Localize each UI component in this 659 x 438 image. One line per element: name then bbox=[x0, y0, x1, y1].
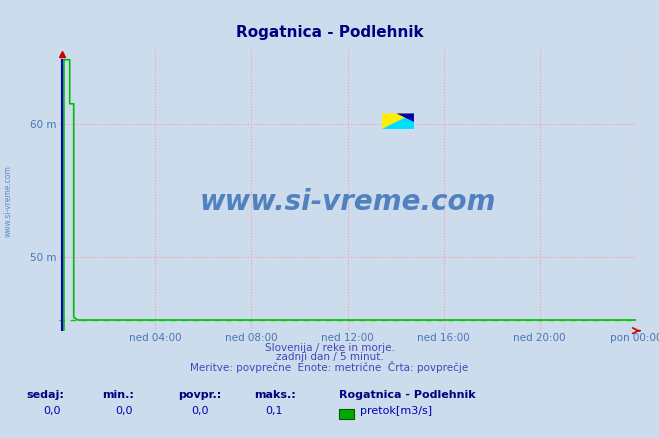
Text: www.si-vreme.com: www.si-vreme.com bbox=[200, 188, 496, 216]
Polygon shape bbox=[382, 113, 414, 129]
Text: Rogatnica - Podlehnik: Rogatnica - Podlehnik bbox=[236, 25, 423, 40]
Text: 0,0: 0,0 bbox=[43, 406, 61, 416]
Text: 0,1: 0,1 bbox=[266, 406, 283, 416]
Text: Meritve: povprečne  Enote: metrične  Črta: povprečje: Meritve: povprečne Enote: metrične Črta:… bbox=[190, 360, 469, 373]
Polygon shape bbox=[382, 113, 414, 129]
Text: zadnji dan / 5 minut.: zadnji dan / 5 minut. bbox=[275, 352, 384, 362]
Text: www.si-vreme.com: www.si-vreme.com bbox=[4, 166, 13, 237]
Text: sedaj:: sedaj: bbox=[26, 390, 64, 400]
Text: 0,0: 0,0 bbox=[191, 406, 209, 416]
Text: Rogatnica - Podlehnik: Rogatnica - Podlehnik bbox=[339, 390, 476, 400]
Text: Slovenija / reke in morje.: Slovenija / reke in morje. bbox=[264, 343, 395, 353]
Text: maks.:: maks.: bbox=[254, 390, 295, 400]
Text: pretok[m3/s]: pretok[m3/s] bbox=[360, 406, 432, 416]
Text: povpr.:: povpr.: bbox=[178, 390, 221, 400]
Text: min.:: min.: bbox=[102, 390, 134, 400]
Polygon shape bbox=[397, 113, 414, 122]
Text: 0,0: 0,0 bbox=[115, 406, 133, 416]
